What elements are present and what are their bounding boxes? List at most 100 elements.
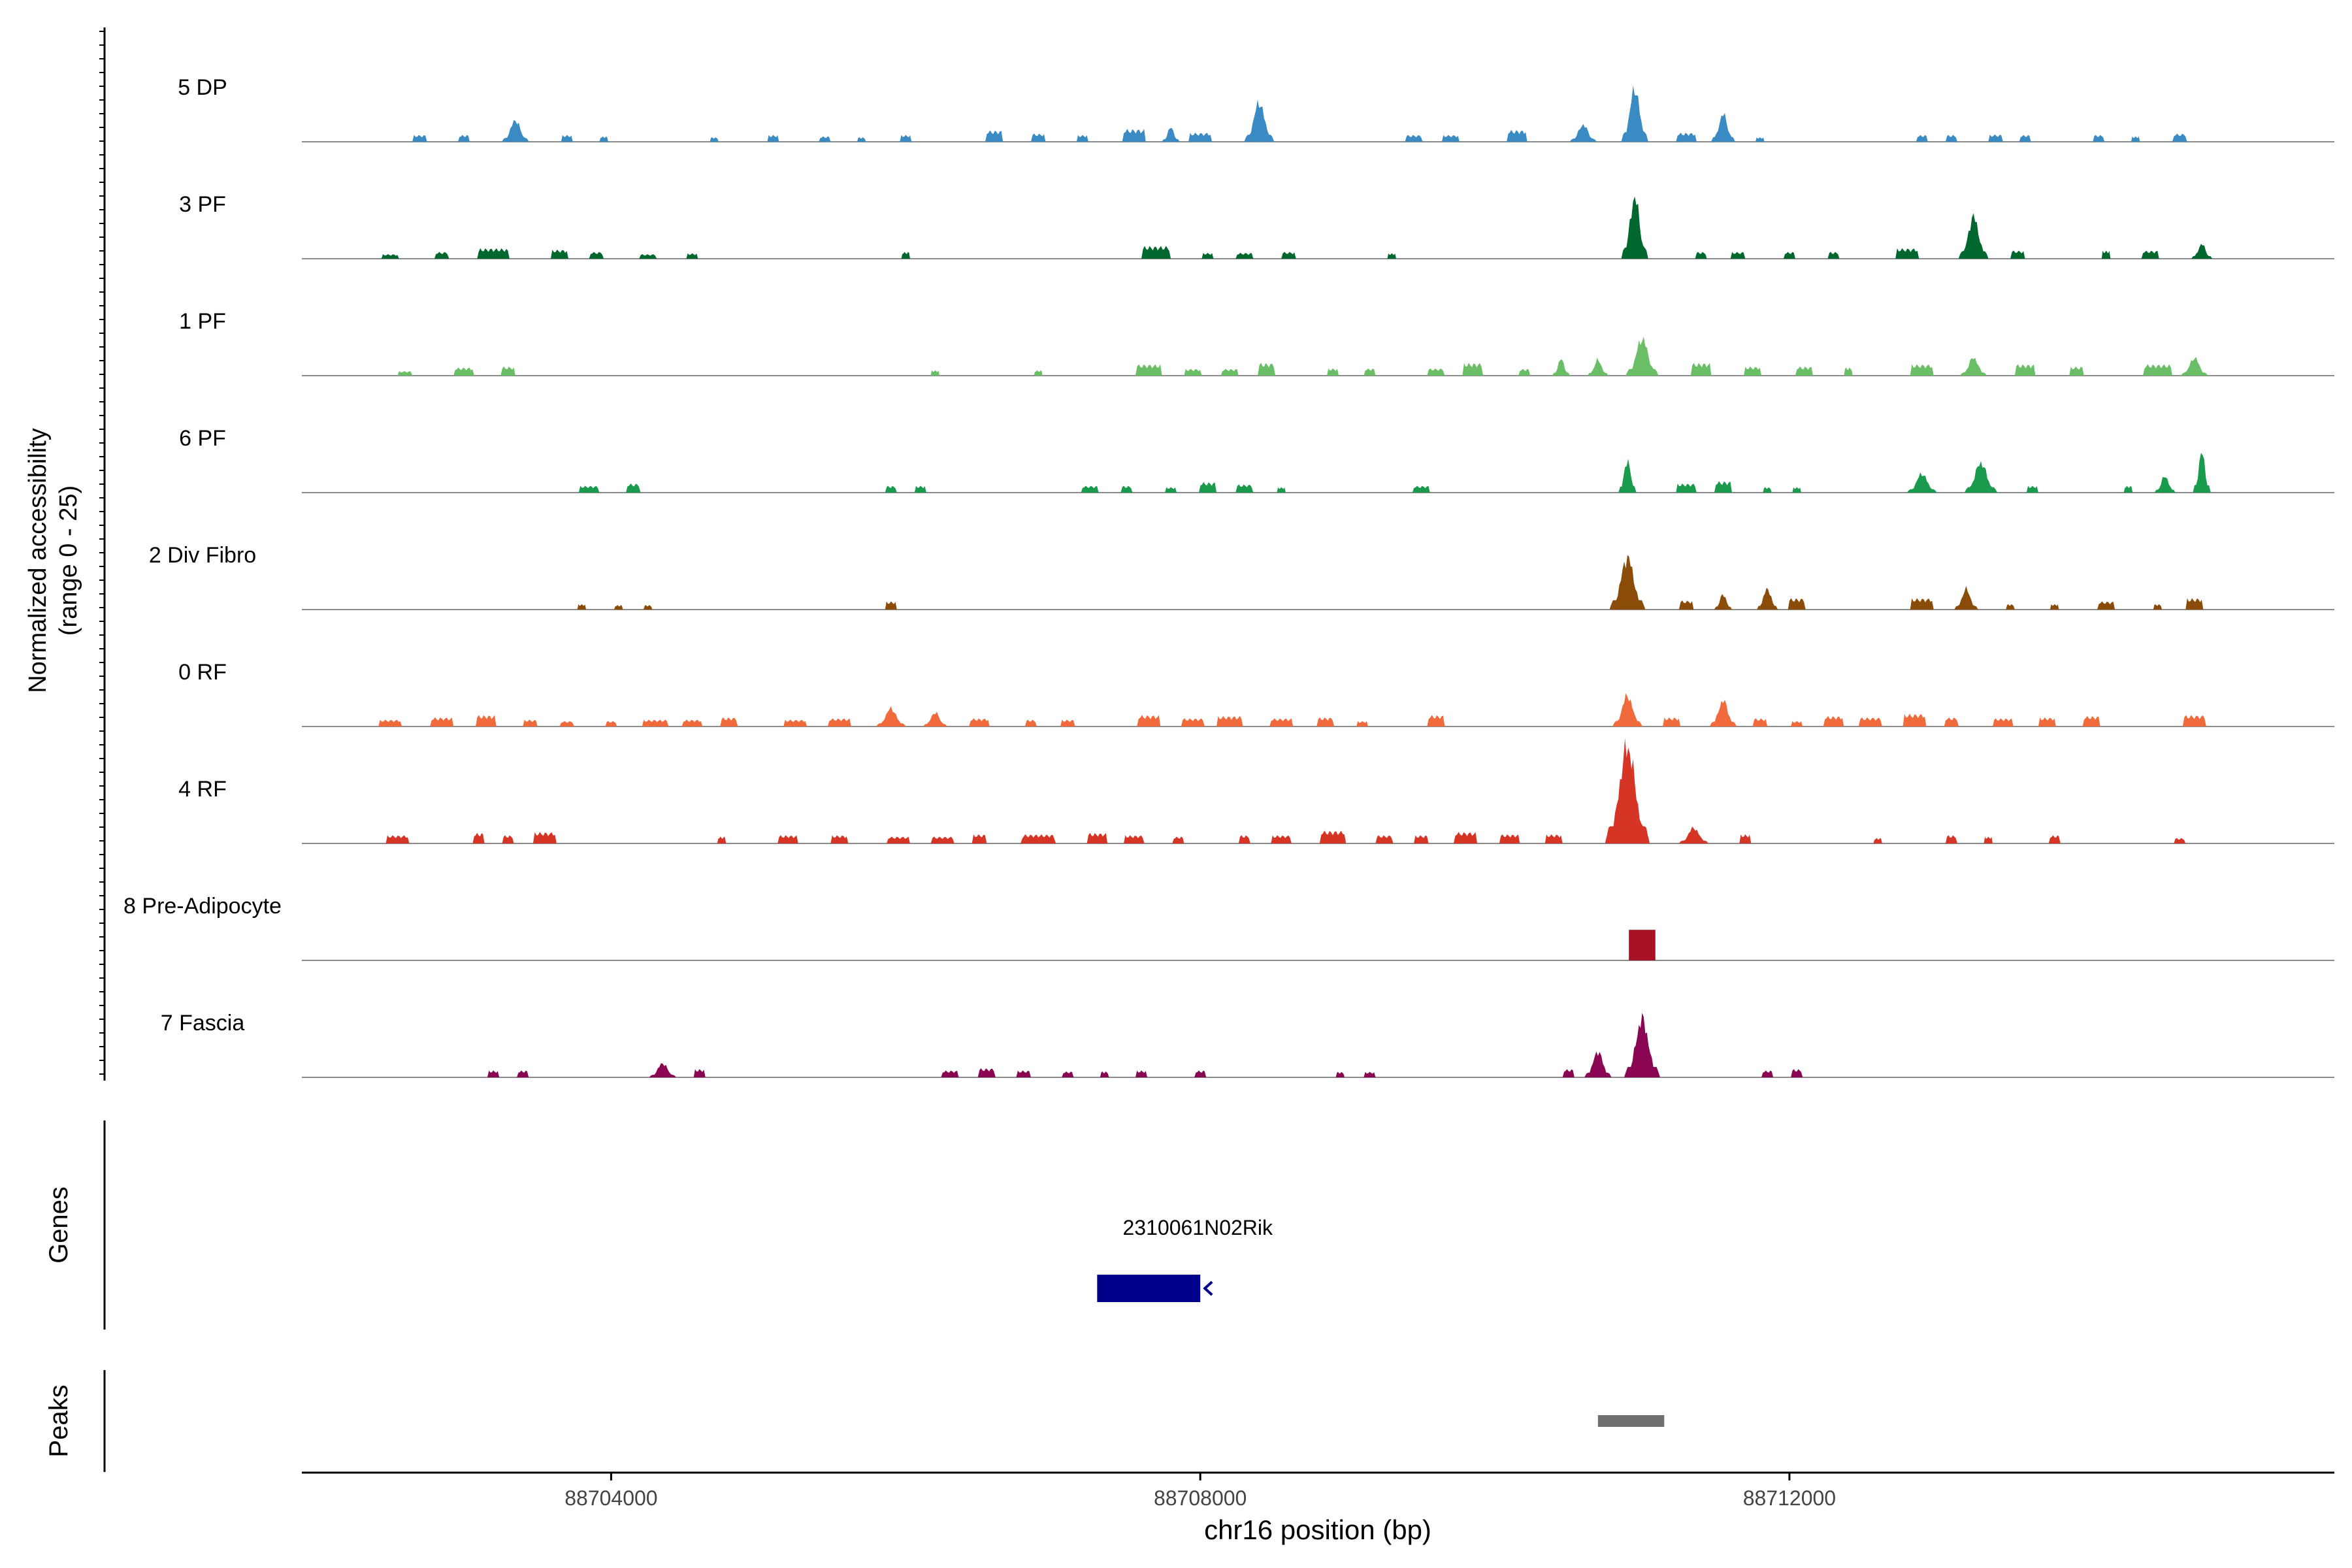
coverage-peak bbox=[1030, 133, 1046, 142]
coverage-peak bbox=[1744, 367, 1762, 376]
x-tick-label: 88708000 bbox=[1154, 1486, 1247, 1510]
coverage-peak bbox=[517, 1070, 529, 1077]
coverage-peak bbox=[830, 835, 849, 843]
y-axis-label-line2: (range 0 - 25) bbox=[55, 485, 82, 636]
coverage-peak bbox=[613, 605, 623, 610]
coverage-peak bbox=[885, 485, 897, 493]
coverage-peak bbox=[2155, 477, 2176, 493]
coverage-peak bbox=[1162, 127, 1180, 142]
coverage-peak bbox=[969, 718, 990, 727]
coverage-peak bbox=[1756, 137, 1765, 142]
coverage-peak bbox=[1960, 357, 1987, 376]
coverage-peak bbox=[502, 835, 514, 843]
coverage-peak bbox=[381, 254, 399, 259]
x-axis: 88704000 88708000 88712000 bbox=[302, 1471, 2334, 1510]
coverage-peak bbox=[876, 706, 906, 727]
coverage-peak bbox=[930, 370, 940, 376]
coverage-peak bbox=[1676, 483, 1697, 493]
coverage-peak bbox=[1562, 1069, 1575, 1077]
coverage-peak bbox=[827, 718, 851, 727]
coverage-peak bbox=[1945, 835, 1957, 843]
coverage-peak bbox=[777, 835, 798, 843]
coverage-peak bbox=[693, 1069, 706, 1077]
coverage-peak bbox=[2026, 485, 2038, 493]
coverage-peak bbox=[599, 136, 608, 142]
gene-exon-box bbox=[1097, 1275, 1201, 1302]
coverage-peak bbox=[2050, 604, 2059, 610]
coverage-peak bbox=[2182, 715, 2206, 727]
x-tick-label: 88712000 bbox=[1743, 1486, 1836, 1510]
coverage-peak bbox=[1141, 246, 1171, 259]
track-label: 2 Div Fibro bbox=[149, 543, 256, 568]
coverage-peak bbox=[1165, 487, 1177, 493]
coverage-peak bbox=[1844, 367, 1853, 376]
coverage-peak bbox=[1375, 835, 1394, 843]
coverage-peak bbox=[378, 719, 402, 727]
y-axis-label-line1: Normalized accessibility bbox=[24, 428, 52, 693]
coverage-peak bbox=[561, 135, 573, 142]
coverage-peak bbox=[720, 717, 738, 727]
coverage-peak bbox=[1238, 835, 1250, 843]
coverage-peak bbox=[1795, 366, 1813, 376]
coverage-peak bbox=[710, 137, 719, 142]
coverage-peak bbox=[1710, 700, 1737, 727]
coverage-peak bbox=[1281, 252, 1296, 259]
coverage-peak bbox=[1271, 835, 1292, 843]
coverage-peak bbox=[985, 130, 1004, 142]
coverage-peak bbox=[502, 120, 529, 142]
coverage-peak bbox=[1895, 248, 1919, 259]
coverage-peak bbox=[642, 719, 669, 727]
coverage-peak bbox=[644, 605, 653, 610]
coverage-peak bbox=[1235, 484, 1254, 493]
coverage-peak bbox=[1453, 832, 1477, 843]
coverage-peak bbox=[1625, 336, 1659, 376]
coverage-peak bbox=[639, 254, 657, 259]
coverage-peak bbox=[681, 719, 703, 727]
coverage-peak bbox=[2142, 364, 2172, 376]
genes-panel: Genes 2310061N02Rik bbox=[44, 1120, 1273, 1330]
track-label: 1 PF bbox=[179, 309, 226, 334]
coverage-peak bbox=[1714, 481, 1732, 493]
track-label: 4 RF bbox=[178, 777, 227, 802]
coverage-peak bbox=[476, 715, 497, 727]
coverage-peak bbox=[1016, 1070, 1031, 1077]
coverage-peak bbox=[1507, 129, 1527, 142]
coverage-peak bbox=[2014, 364, 2036, 376]
coverage-peak bbox=[1570, 123, 1597, 142]
coverage-peak bbox=[1629, 930, 1656, 960]
coverage-peak bbox=[649, 1063, 676, 1077]
gene-name-label: 2310061N02Rik bbox=[1123, 1216, 1274, 1239]
coverage-peak bbox=[1711, 112, 1735, 142]
coverage-peak bbox=[857, 137, 866, 142]
coverage-peak bbox=[1609, 555, 1645, 610]
coverage-peak bbox=[1763, 487, 1772, 493]
coverage-peak bbox=[1269, 718, 1294, 727]
coverage-peak bbox=[2191, 244, 2212, 259]
track-label: 0 RF bbox=[178, 660, 227, 685]
coverage-peak bbox=[1605, 738, 1650, 843]
coverage-peak bbox=[1034, 370, 1043, 376]
track-label: 5 DP bbox=[178, 75, 227, 100]
coverage-peak bbox=[1518, 368, 1531, 376]
coverage-peak bbox=[1081, 485, 1099, 493]
coverage-peak bbox=[500, 367, 515, 376]
coverage-peak bbox=[577, 604, 587, 610]
coverage-peak bbox=[532, 832, 557, 843]
coverage-peak bbox=[2038, 717, 2056, 727]
coverage-peak bbox=[1198, 482, 1217, 493]
coverage-peak bbox=[626, 483, 641, 493]
coverage-peak bbox=[2019, 135, 2031, 142]
coverage-y-axis bbox=[99, 27, 106, 1081]
coverage-peak bbox=[1678, 826, 1708, 843]
coverage-peak bbox=[1621, 85, 1648, 142]
coverage-peak bbox=[1335, 1071, 1345, 1077]
coverage-peak bbox=[1618, 459, 1637, 493]
track-3-pf: 3 PF bbox=[179, 192, 2334, 259]
coverage-peak bbox=[686, 253, 698, 259]
coverage-peak bbox=[1188, 133, 1213, 142]
coverage-peak bbox=[1959, 213, 1989, 259]
coverage-peak bbox=[523, 719, 538, 727]
gene-strand-arrow bbox=[1203, 1281, 1213, 1296]
coverage-peak bbox=[783, 719, 808, 727]
